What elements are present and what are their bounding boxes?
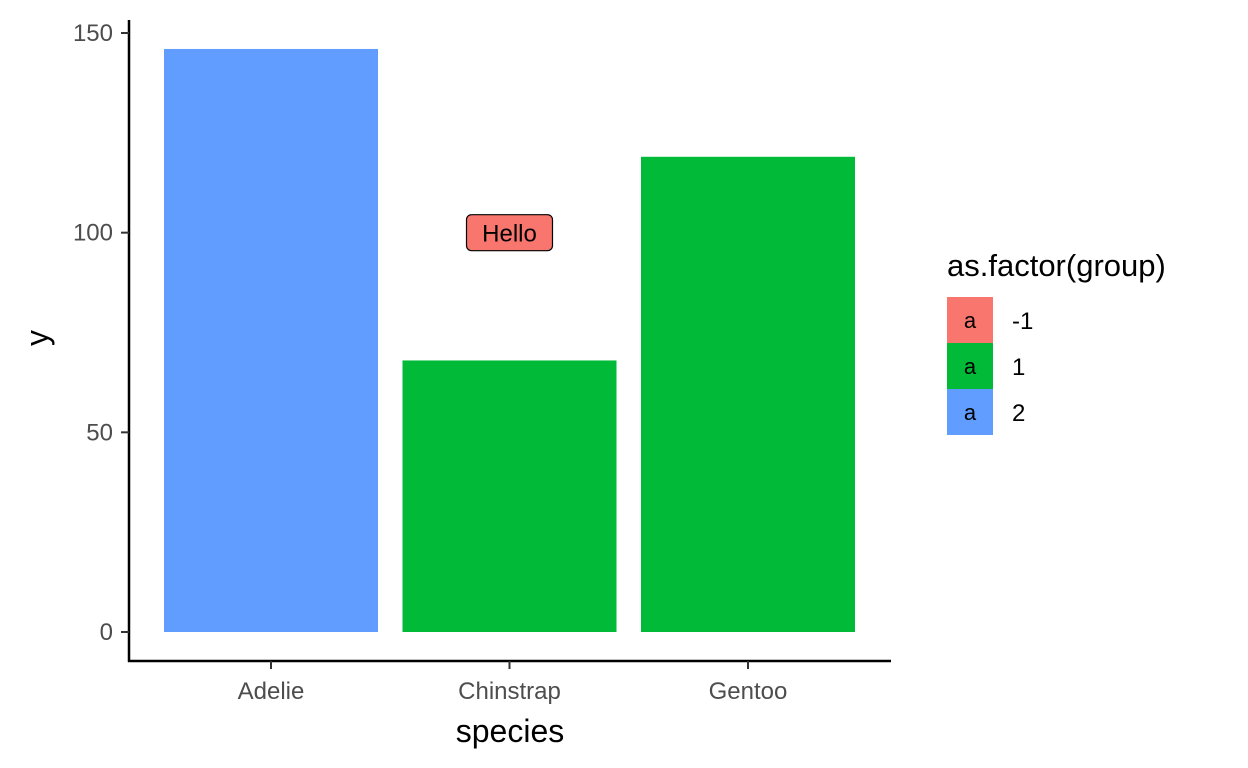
x-axis: Adelie Chinstrap Gentoo xyxy=(128,659,891,705)
legend-key-swatch xyxy=(947,297,993,343)
x-tick-label: Adelie xyxy=(238,678,305,705)
x-tick-label: Gentoo xyxy=(709,678,788,705)
bar-gentoo xyxy=(641,156,855,632)
bar-adelie xyxy=(164,48,378,633)
bar-chinstrap xyxy=(402,360,617,632)
y-tick-label: 0 xyxy=(100,619,113,646)
legend-entry-label: -1 xyxy=(1012,308,1033,335)
y-tick-label: 100 xyxy=(73,220,113,247)
y-axis-title: y xyxy=(19,330,55,346)
legend-key-glyph: a xyxy=(964,308,977,333)
legend-title: as.factor(group) xyxy=(947,248,1166,283)
legend-entry-label: 2 xyxy=(1012,400,1025,427)
y-tick-label: 150 xyxy=(73,20,113,47)
legend-key-glyph: a xyxy=(964,400,977,425)
bars-layer xyxy=(164,48,855,633)
y-tick-label: 50 xyxy=(86,419,113,446)
x-axis-title: species xyxy=(456,713,565,749)
annotation-label-box xyxy=(465,214,554,252)
legend-key-glyph: a xyxy=(964,354,977,379)
legend-key-swatch xyxy=(947,343,993,389)
annotations-layer: Hello xyxy=(465,214,554,252)
y-axis: 0 50 100 150 xyxy=(73,20,131,662)
x-tick-label: Chinstrap xyxy=(458,678,561,705)
legend-entry-label: 1 xyxy=(1012,354,1025,381)
legend: as.factor(group) a -1 a 1 a 2 xyxy=(947,248,1166,435)
legend-key-swatch xyxy=(947,389,993,435)
annotation-label-text: Hello xyxy=(482,221,537,248)
